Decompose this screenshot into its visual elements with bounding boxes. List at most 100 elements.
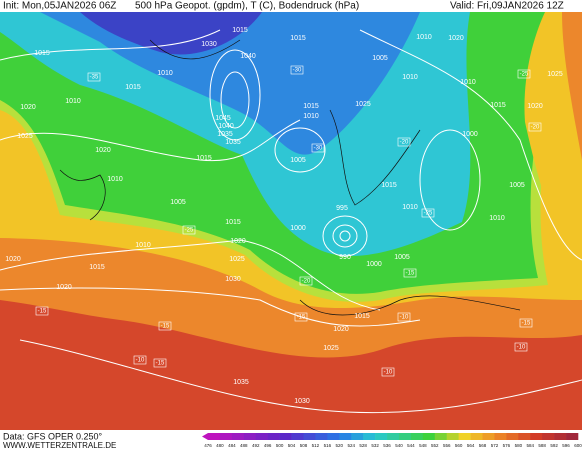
isobar-label: 1015 <box>125 84 141 91</box>
isobar-label: 1025 <box>355 101 371 108</box>
temperature-label: -30 <box>314 146 323 152</box>
colorbar-segment <box>458 433 471 440</box>
isobar-ring <box>339 230 351 242</box>
colorbar-tick-label: 576 <box>503 443 511 448</box>
temperature-label: -20 <box>302 279 311 285</box>
labels: 1015 1010 1015 1010 1020 1010 1005 1015 1015 1015… <box>5 27 563 405</box>
colorbar-segment <box>410 433 424 440</box>
colorbar-tick-label: 528 <box>359 443 367 448</box>
temp-box <box>294 312 308 322</box>
isobar-label: 1015 <box>89 264 105 271</box>
isobar-label: 1040 <box>240 53 256 60</box>
isobar-label: 1020 <box>333 326 349 333</box>
colorbar-segment <box>398 433 412 440</box>
colorbar-segment <box>542 433 555 440</box>
temperature-label: -15 <box>297 315 306 321</box>
isobar-label: 1020 <box>448 35 464 42</box>
temperature-label: -10 <box>136 358 145 364</box>
colorbar-tick-label: 556 <box>443 443 451 448</box>
colorbar-tick-label: 564 <box>467 443 475 448</box>
isobar-label: 1005 <box>372 55 388 62</box>
temperature-label: -15 <box>406 271 415 277</box>
colorbar-segment <box>303 433 316 440</box>
colorbar-tick-label: 496 <box>264 443 272 448</box>
isobar-label: 1010 <box>107 176 123 183</box>
colorbar-segment <box>267 433 280 440</box>
colorbar-tick-label: 504 <box>288 443 296 448</box>
isobar-label: 1015 <box>303 103 319 110</box>
colorbar-segment <box>530 433 543 440</box>
colorbar-tick-label: 600 <box>574 443 582 448</box>
isobar-label: 1015 <box>34 50 50 57</box>
isobar-label: 1020 <box>230 238 246 245</box>
temperature-label: -20 <box>531 125 540 131</box>
coastline <box>329 109 421 206</box>
isobar-label: 1010 <box>460 79 476 86</box>
colorbar-tick-label: 524 <box>347 443 355 448</box>
colorbar-segment <box>231 433 245 440</box>
colorbar-segment <box>208 433 221 440</box>
field-yellow-east <box>524 12 582 295</box>
isobar-label: 1035 <box>225 139 241 146</box>
colorbar-tick-label: 476 <box>204 443 212 448</box>
temperature-label: -25 <box>185 228 194 234</box>
isobar-label: 1010 <box>135 242 151 249</box>
colorbar-tick-label: 588 <box>538 443 546 448</box>
colorbar-tick-label: 520 <box>336 443 344 448</box>
isobar-label: 1035 <box>217 131 233 138</box>
colorbar-tick-label: 488 <box>240 443 248 448</box>
colorbar-segment <box>506 433 519 440</box>
isobar-line <box>19 339 582 414</box>
temp-box <box>514 342 528 352</box>
colorbar-segment <box>243 433 257 440</box>
isobar-label: 1035 <box>233 379 249 386</box>
isobar-label: 1025 <box>17 133 33 140</box>
colorbar-tick-label: 568 <box>479 443 487 448</box>
data-source: Data: GFS OPER 0.250° <box>3 431 103 441</box>
coastline <box>149 39 241 60</box>
isobar-label: 1015 <box>232 27 248 34</box>
isobar-label: 1005 <box>394 254 410 261</box>
temperature-label: -15 <box>156 361 165 367</box>
isobar-ring <box>419 129 481 231</box>
isobar-line <box>0 119 301 162</box>
isobar-line <box>0 287 421 327</box>
temp-box <box>403 268 417 278</box>
colorbar-segment <box>255 433 268 440</box>
isobar-label: 1010 <box>402 74 418 81</box>
field-orange-east <box>562 12 582 160</box>
isobar-label: 1025 <box>229 256 245 263</box>
colorbar-tick-label: 484 <box>228 443 236 448</box>
colorbar-tick-label: 540 <box>395 443 403 448</box>
header-bar <box>0 0 582 12</box>
temperature-label: -15 <box>38 309 47 315</box>
isobar-label: 995 <box>336 205 348 212</box>
isobar-label: 1010 <box>416 34 432 41</box>
isobar-label: 1010 <box>489 215 505 222</box>
colorbar: 476 480 484 488 492 496 500 504 508 512 516 520 524 5… <box>202 433 582 448</box>
temp-box <box>397 312 411 322</box>
colorbar-segment <box>315 433 328 440</box>
isobar-ring <box>322 215 368 257</box>
coastline <box>59 169 106 221</box>
temp-box <box>299 276 313 286</box>
temperature-label: -25 <box>424 211 433 217</box>
colorbar-segment <box>482 433 495 440</box>
colorbar-segment <box>434 433 448 440</box>
isobar-label: 1020 <box>56 284 72 291</box>
colorbar-tick-label: 512 <box>312 443 320 448</box>
temperature-label: -15 <box>161 324 170 330</box>
isobar-label: 1010 <box>157 70 173 77</box>
temperature-label: -30 <box>293 68 302 74</box>
coastline <box>299 295 521 316</box>
isobar-label: 1015 <box>490 102 506 109</box>
isobar-label: 1010 <box>402 204 418 211</box>
temp-box <box>290 65 304 75</box>
isobar-label: 1040 <box>218 123 234 130</box>
isobar-label: 1015 <box>225 219 241 226</box>
isobar-label: 1030 <box>225 276 241 283</box>
isobar-label: 1015 <box>354 313 370 320</box>
colorbar-segment <box>327 433 340 440</box>
temp-box <box>397 137 411 147</box>
